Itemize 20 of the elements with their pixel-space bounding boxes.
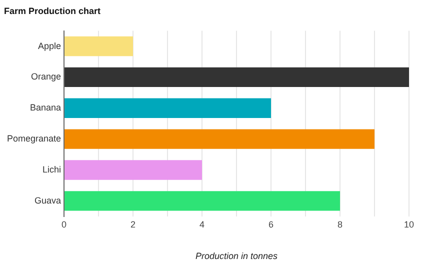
x-tick-label: 6 <box>268 219 274 230</box>
bar <box>64 67 409 88</box>
bar <box>64 160 202 180</box>
x-tick-label: 8 <box>338 219 343 230</box>
bar <box>64 36 134 56</box>
x-tick-label: 4 <box>200 219 205 230</box>
y-tick-label: Apple <box>38 40 62 51</box>
y-tick-label: Pomegranate <box>6 134 62 144</box>
y-tick-label: Lichi <box>42 164 62 174</box>
y-tick-label: Guava <box>34 195 62 206</box>
y-tick-label: Banana <box>30 102 62 113</box>
chart-title: Farm Production chart <box>4 6 101 16</box>
bar <box>64 98 272 118</box>
x-tick-label: 10 <box>404 219 414 230</box>
bar <box>64 191 340 211</box>
x-axis-title: Production in tonnes <box>195 251 278 262</box>
y-tick-label: Orange <box>31 72 62 82</box>
bar <box>64 129 375 149</box>
x-tick-label: 0 <box>62 219 67 230</box>
x-tick-label: 2 <box>130 219 136 230</box>
